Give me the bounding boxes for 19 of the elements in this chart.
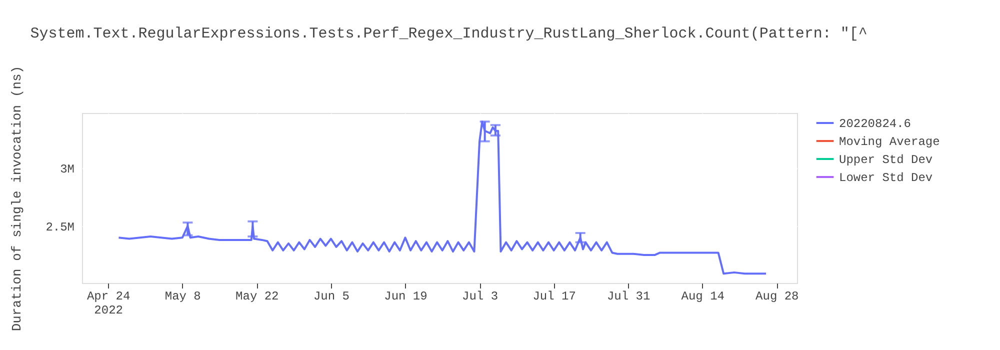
x-tick-label: Jun 19 [384, 290, 428, 304]
y-axis-title: Duration of single invocation (ns) [10, 66, 25, 332]
line-series [118, 120, 768, 275]
x-tick-label: May 22 [236, 290, 279, 304]
legend-label: Moving Average [839, 135, 940, 149]
y-tick-label: 2.5M [46, 220, 74, 235]
chart-title: System.Text.RegularExpressions.Tests.Perf_Regex_Industry_RustLang_Sherlock.Count(Pattern: "[^ [30, 25, 868, 42]
x-tick-label: Apr 24 2022 [86, 290, 130, 318]
x-tick-label: May 8 [164, 290, 201, 304]
x-tick-label: Jul 31 [606, 290, 650, 304]
legend-label: 20220824.6 [839, 117, 912, 131]
x-tick-label: Aug 14 [681, 290, 724, 304]
legend-label: Upper Std Dev [839, 153, 933, 167]
legend-label: Lower Std Dev [839, 171, 933, 185]
x-tick-label: Jul 3 [462, 290, 498, 304]
y-tick-label: 3M [60, 162, 74, 177]
x-tick-label: Jun 5 [313, 290, 350, 304]
x-tick-label: Jul 17 [532, 290, 576, 304]
x-tick-label: Aug 28 [756, 290, 799, 304]
